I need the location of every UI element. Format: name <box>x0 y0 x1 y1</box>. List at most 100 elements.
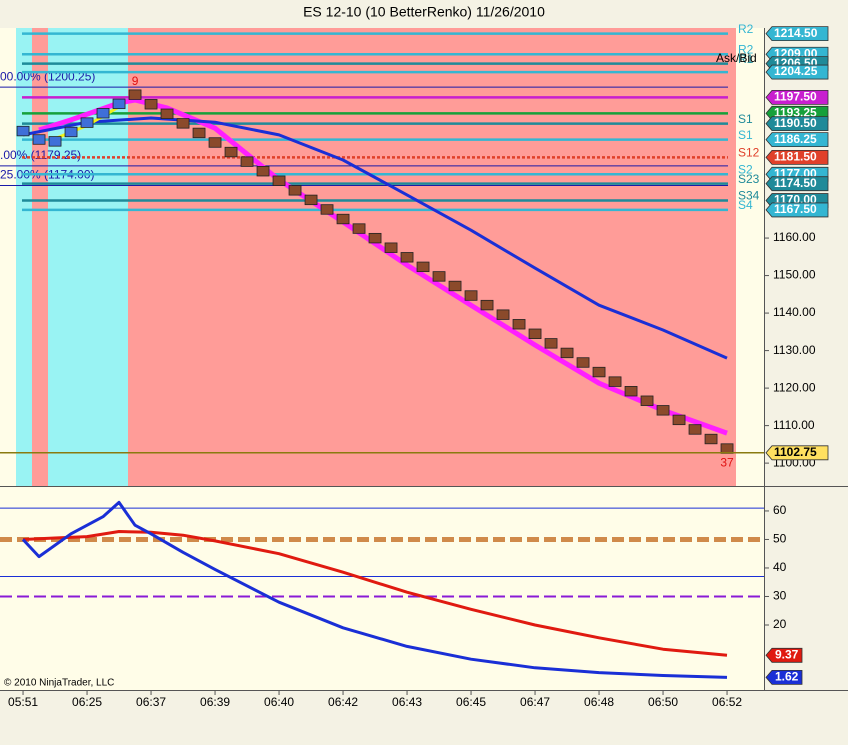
renko-brick <box>352 223 366 234</box>
renko-brick <box>528 328 542 339</box>
indicator-line <box>22 530 728 657</box>
zone <box>128 28 736 486</box>
renko-brick <box>576 357 590 368</box>
ma-line <box>22 116 728 360</box>
renko-brick <box>320 204 334 215</box>
renko-brick <box>224 146 238 158</box>
price-tag-label: 1102.75 <box>774 445 817 459</box>
ask-bid-label: Ask/Bid <box>716 51 757 65</box>
price-tag-label: 1214.50 <box>774 26 818 40</box>
y-tick-label: 20 <box>773 617 787 631</box>
renko-brick <box>704 433 718 445</box>
price-tag <box>765 202 829 218</box>
renko-brick <box>512 319 526 330</box>
price-tag-label: 1193.25 <box>774 106 817 120</box>
x-tick-label: 06:40 <box>264 695 294 709</box>
price-tag <box>765 89 829 105</box>
renko-brick <box>400 252 414 263</box>
renko-brick <box>176 118 190 129</box>
x-tick-label: 06:42 <box>328 695 358 709</box>
level-name: S12 <box>738 146 760 160</box>
renko-brick <box>144 99 158 110</box>
level-name: S4 <box>738 198 753 212</box>
renko-brick <box>304 194 318 206</box>
renko-brick <box>592 366 606 378</box>
price-tag-label: 1204.25 <box>774 64 818 78</box>
y-tick-label: 1120.00 <box>773 380 816 394</box>
level-name: R2 <box>738 22 754 36</box>
value-tag <box>765 647 803 663</box>
x-tick-label: 06:25 <box>72 695 102 709</box>
renko-brick <box>368 232 382 244</box>
x-tick-label: 06:47 <box>520 695 550 709</box>
x-tick-label: 06:37 <box>136 695 166 709</box>
renko-brick <box>496 309 510 320</box>
renko-brick <box>32 134 46 145</box>
renko-brick <box>688 424 702 435</box>
zone <box>16 28 32 486</box>
price-tag-label: 1181.50 <box>774 150 817 164</box>
price-panel-background <box>0 28 764 486</box>
renko-brick <box>256 166 270 177</box>
renko-brick <box>272 175 286 186</box>
renko-brick <box>384 242 398 253</box>
level-name: S34 <box>738 189 760 203</box>
fib-label: .00% (1179.25) <box>0 148 81 162</box>
y-tick-label: 40 <box>773 560 787 574</box>
renko-brick <box>16 125 30 137</box>
price-tag <box>765 64 829 80</box>
renko-brick <box>80 117 94 128</box>
price-tag-label: 1174.50 <box>774 176 817 190</box>
renko-brick <box>448 280 462 292</box>
price-tag-label: 1186.25 <box>774 132 817 146</box>
value-tag-label: 1.62 <box>775 670 799 684</box>
renko-brick <box>464 290 478 301</box>
renko-brick <box>672 414 686 426</box>
indicator-line <box>21 500 728 679</box>
value-tag <box>765 669 803 685</box>
renko-brick <box>432 271 446 282</box>
y-tick-label: 50 <box>773 532 787 546</box>
renko-brick <box>160 108 174 119</box>
copyright: © 2010 NinjaTrader, LLC <box>4 678 114 689</box>
renko-brick <box>288 185 302 196</box>
level-name: S23 <box>738 172 760 186</box>
renko-brick <box>64 126 78 138</box>
renko-brick <box>544 338 558 349</box>
value-tag-label: 9.37 <box>775 647 799 661</box>
x-tick-label: 06:39 <box>200 695 230 709</box>
brick-count: 9 <box>132 74 139 88</box>
price-tag-label: 1167.50 <box>774 202 817 216</box>
y-tick-label: 60 <box>773 503 787 517</box>
x-tick-label: 06:52 <box>712 695 742 709</box>
price-tag <box>765 116 829 132</box>
y-tick-label: 30 <box>773 589 787 603</box>
price-tag <box>765 176 829 192</box>
price-tag <box>765 26 829 42</box>
price-tag-label: 1197.50 <box>774 90 817 104</box>
x-tick-label: 05:51 <box>8 695 38 709</box>
x-tick-label: 06:48 <box>584 695 614 709</box>
y-tick-label: 1150.00 <box>773 268 816 282</box>
level-name: R1 <box>738 52 754 66</box>
indicator-panel-background <box>0 487 764 690</box>
renko-brick <box>416 261 430 273</box>
price-tag-label: 1190.50 <box>774 116 817 130</box>
y-tick-label: 1140.00 <box>773 305 816 319</box>
level-name: S1 <box>738 112 753 126</box>
price-tag <box>765 132 829 147</box>
renko-brick <box>192 127 206 139</box>
x-tick-label: 06:43 <box>392 695 422 709</box>
y-tick-label: 1160.00 <box>773 230 816 244</box>
renko-brick <box>96 108 110 119</box>
renko-brick <box>480 299 494 311</box>
renko-brick <box>208 137 222 148</box>
price-tag <box>765 150 829 165</box>
chart-title: ES 12-10 (10 BetterRenko) 11/26/2010 <box>303 4 545 20</box>
renko-brick <box>240 156 254 167</box>
renko-brick <box>112 98 126 110</box>
renko-brick <box>128 89 142 100</box>
level-name: R2 <box>738 42 754 56</box>
renko-brick <box>624 386 638 397</box>
